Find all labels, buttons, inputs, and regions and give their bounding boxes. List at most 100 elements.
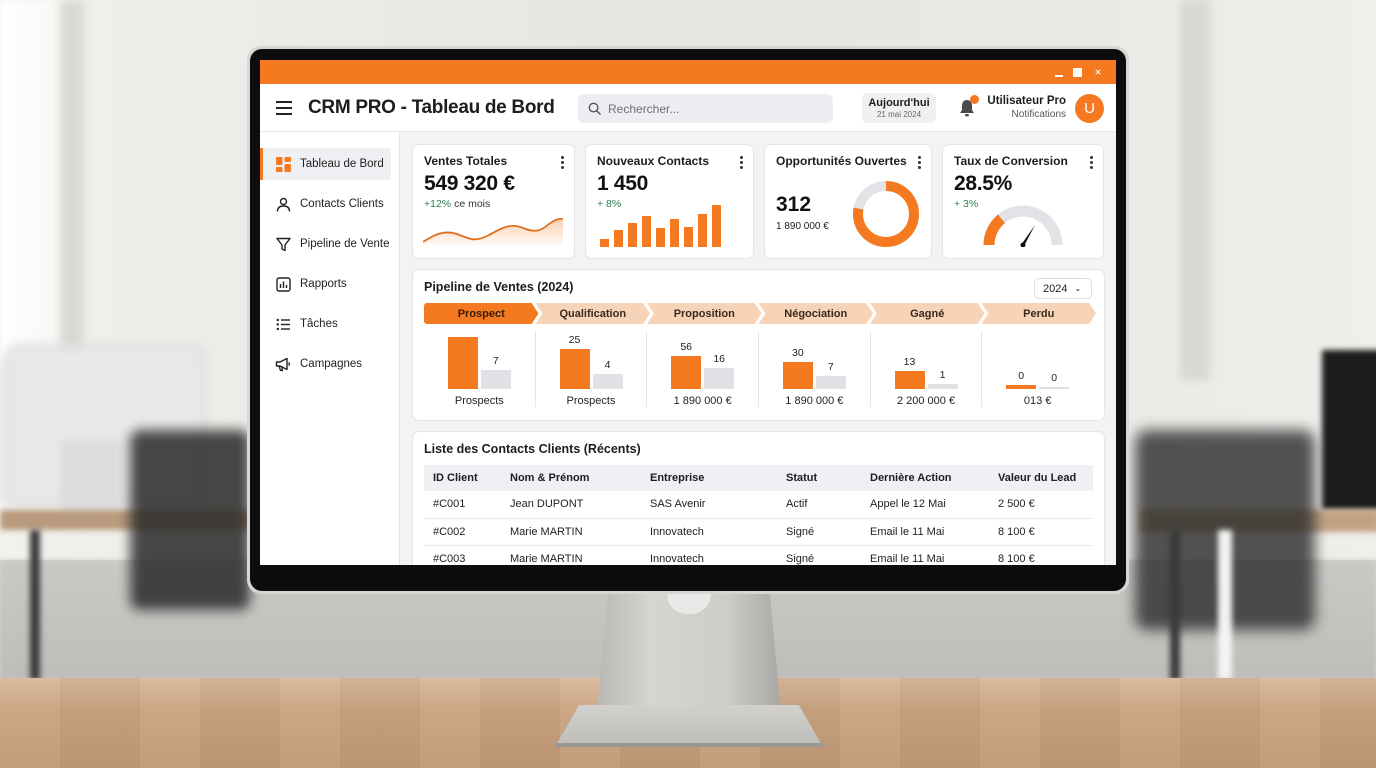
window-controls: × xyxy=(1055,65,1104,79)
background-pillar xyxy=(60,0,84,380)
bell-icon[interactable] xyxy=(958,98,976,118)
primary-bar-wrap: 25 xyxy=(559,334,590,389)
mini-bar xyxy=(656,228,665,247)
kpi-value: 1 450 xyxy=(597,172,649,195)
menu-icon[interactable] xyxy=(276,100,292,115)
stage-footer: 1 890 000 € xyxy=(673,395,732,407)
more-options-icon[interactable] xyxy=(1090,156,1093,169)
kpi-delta: + 8% xyxy=(597,198,622,210)
primary-bar xyxy=(894,371,925,389)
column-header-last-action[interactable]: Dernière Action xyxy=(861,465,989,491)
mini-bar xyxy=(642,216,651,247)
table-row[interactable]: #C002 Marie MARTIN Innovatech Signé Emai… xyxy=(424,518,1093,546)
user-menu[interactable]: Utilisateur Pro Notifications xyxy=(987,95,1066,120)
desk-leg xyxy=(1170,530,1180,680)
secondary-bar xyxy=(592,374,623,389)
secondary-bar-wrap: 4 xyxy=(592,359,623,389)
stage-footer: 013 € xyxy=(1023,395,1052,407)
sidebar-item-label: Tâches xyxy=(300,318,338,330)
more-options-icon[interactable] xyxy=(740,156,743,169)
pipeline-stages: Prospect Qualification Proposition Négoc… xyxy=(424,303,1096,324)
year-select[interactable]: 2024 ⌄ xyxy=(1034,278,1092,299)
primary-bar-wrap: 13 xyxy=(894,356,925,389)
stage-perdu[interactable]: Perdu xyxy=(981,303,1096,324)
background-pillar xyxy=(1180,0,1210,380)
secondary-value: 0 xyxy=(1051,372,1058,384)
sidebar-item-dashboard[interactable]: Tableau de Bord xyxy=(260,148,391,180)
secondary-value: 16 xyxy=(713,353,726,365)
notification-badge xyxy=(970,95,979,104)
sidebar-item-label: Tableau de Bord xyxy=(300,158,384,170)
user-icon xyxy=(275,196,291,212)
stage-gagne[interactable]: Gagné xyxy=(870,303,985,324)
kpi-title: Taux de Conversion xyxy=(954,154,1068,168)
stage-negociation[interactable]: Négociation xyxy=(758,303,873,324)
primary-value: 13 xyxy=(903,356,916,368)
desk-leg xyxy=(30,530,40,680)
more-options-icon[interactable] xyxy=(918,156,921,169)
cell-name: Jean DUPONT xyxy=(501,491,641,519)
minimize-button[interactable] xyxy=(1055,75,1063,77)
avatar[interactable]: U xyxy=(1075,94,1104,123)
search-bar[interactable] xyxy=(578,94,833,123)
sidebar-item-pipeline[interactable]: Pipeline de Vente xyxy=(260,228,391,260)
crm-app-window: × CRM PRO - Tableau de Bord Aujourd'hui … xyxy=(260,60,1116,565)
dashboard-icon xyxy=(275,156,291,172)
stage-bar-pair: 25 4 xyxy=(536,334,647,389)
column-header-company[interactable]: Entreprise xyxy=(641,465,777,491)
secondary-bar xyxy=(704,368,735,389)
table-row[interactable]: #C003 Marie MARTIN Innovatech Signé Emai… xyxy=(424,545,1093,565)
stage-prospect[interactable]: Prospect xyxy=(424,303,539,324)
column-header-name[interactable]: Nom & Prénom xyxy=(501,465,641,491)
primary-bar xyxy=(671,356,702,389)
mini-bar xyxy=(684,227,693,247)
primary-bar-wrap: 30 xyxy=(782,347,813,389)
maximize-button[interactable] xyxy=(1073,67,1082,77)
sidebar-item-label: Campagnes xyxy=(300,358,363,370)
user-notifications-link[interactable]: Notifications xyxy=(1011,109,1066,120)
sales-pipeline-panel: Pipeline de Ventes (2024) 2024 ⌄ Prospec… xyxy=(413,270,1104,420)
background-chair xyxy=(130,430,250,610)
primary-bar xyxy=(782,362,813,389)
kpi-card-total-sales: Ventes Totales 549 320 € +12% ce mois xyxy=(413,145,574,258)
sidebar-item-reports[interactable]: Rapports xyxy=(260,268,391,300)
kpi-title: Ventes Totales xyxy=(424,154,508,168)
stage-qualification[interactable]: Qualification xyxy=(535,303,650,324)
stage-column: 13 1 2 200 000 € xyxy=(871,331,983,407)
column-header-id[interactable]: ID Client xyxy=(424,465,501,491)
stage-column: 0 0 013 € xyxy=(982,331,1093,407)
mini-bar xyxy=(614,230,623,247)
stage-bar-pair: 7 xyxy=(424,334,535,389)
secondary-value: 7 xyxy=(492,355,499,367)
table-row[interactable]: #C001 Jean DUPONT SAS Avenir Actif Appel… xyxy=(424,491,1093,519)
column-header-status[interactable]: Statut xyxy=(777,465,861,491)
kpi-card-new-contacts: Nouveaux Contacts 1 450 + 8% xyxy=(586,145,753,258)
primary-bar-wrap: 56 xyxy=(671,341,702,389)
close-button[interactable]: × xyxy=(1094,65,1102,79)
today-date-button[interactable]: Aujourd'hui 21 mai 2024 xyxy=(862,93,936,123)
section-title: Pipeline de Ventes (2024) xyxy=(424,280,574,294)
date-label: Aujourd'hui xyxy=(868,97,930,109)
sidebar-item-campaigns[interactable]: Campagnes xyxy=(260,348,391,380)
stage-proposition[interactable]: Proposition xyxy=(647,303,762,324)
stage-footer: 2 200 000 € xyxy=(896,395,956,407)
secondary-bar xyxy=(1039,387,1070,389)
cell-last-action: Appel le 12 Mai xyxy=(861,491,989,519)
kpi-card-open-opportunities: Opportunités Ouvertes 312 1 890 000 € xyxy=(765,145,931,258)
kpi-value: 28.5% xyxy=(954,172,1013,195)
kpi-title: Nouveaux Contacts xyxy=(597,154,710,168)
kpi-amount: 1 890 000 € xyxy=(776,221,829,232)
sidebar-item-tasks[interactable]: Tâches xyxy=(260,308,391,340)
stage-bar-pair: 30 7 xyxy=(759,347,870,389)
user-name: Utilisateur Pro xyxy=(987,95,1066,107)
cell-id: #C002 xyxy=(424,518,501,546)
more-options-icon[interactable] xyxy=(561,156,564,169)
mini-bar xyxy=(712,205,721,247)
sidebar-item-contacts[interactable]: Contacts Clients xyxy=(260,188,391,220)
primary-value: 56 xyxy=(680,341,693,353)
column-header-lead-value[interactable]: Valeur du Lead xyxy=(989,465,1093,491)
cell-id: #C001 xyxy=(424,491,501,519)
cell-last-action: Email le 11 Mai xyxy=(861,545,989,565)
background-monitor-stand xyxy=(60,440,120,510)
search-input[interactable] xyxy=(608,101,808,116)
